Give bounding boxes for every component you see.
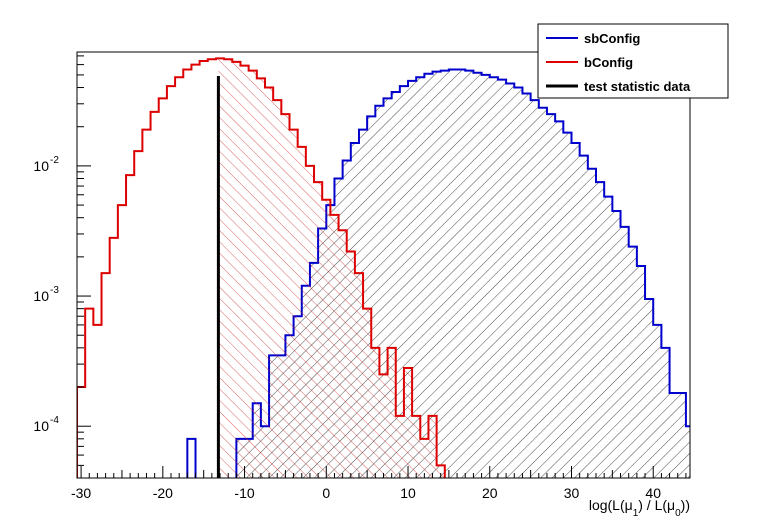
hatch-bin-bconfig-28	[305, 165, 315, 478]
hatch-bin-sbconfig-48	[579, 155, 588, 478]
hatch-bin-sbconfig-38	[497, 79, 507, 478]
legend: sbConfig bConfig test statistic data	[537, 23, 729, 99]
legend-label-sbconfig: sbConfig	[584, 31, 640, 46]
x-tick-label: -20	[153, 485, 173, 501]
hatch-bin-bconfig-27	[297, 146, 306, 478]
hatch-bin-bconfig-38	[387, 347, 396, 478]
x-tick-label: 40	[645, 485, 661, 501]
hatch-bin-bconfig-20	[240, 65, 249, 478]
hatch-bin-sbconfig-26	[399, 86, 409, 478]
legend-label-bconfig: bConfig	[584, 55, 633, 70]
hatch-bin-bconfig-31	[330, 214, 339, 478]
hatch-bin-sbconfig-46	[563, 132, 572, 478]
y-tick-exponent: -2	[50, 155, 59, 166]
hatch-bin-bconfig-23	[264, 87, 274, 478]
y-tick-exponent: -3	[50, 285, 59, 296]
x-tick-label: -30	[71, 485, 91, 501]
legend-label-test-statistic: test statistic data	[584, 79, 691, 94]
hatch-bin-bconfig-34	[354, 273, 364, 478]
hatch-bin-sbconfig-56	[645, 298, 654, 478]
hatch-bin-sbconfig-61	[685, 426, 690, 478]
hatch-bin-sbconfig-24	[383, 98, 392, 478]
hatch-bin-bconfig-22	[256, 78, 265, 478]
y-tick-label: 10	[33, 158, 49, 174]
x-axis-title: log(L(μ1) / L(μ0))	[589, 497, 690, 519]
hatch-bin-sbconfig-59	[669, 392, 678, 478]
hatch-bin-sbconfig-37	[489, 77, 498, 478]
x-tick-label: 0	[322, 485, 330, 501]
x-tick-label: 30	[564, 485, 580, 501]
hatch-bin-sbconfig-49	[587, 168, 597, 478]
hatch-bin-sbconfig-55	[636, 266, 646, 478]
hatch-bin-bconfig-39	[395, 415, 404, 478]
hatch-bin-sbconfig-25	[391, 91, 400, 478]
hatch-bin-sbconfig-34	[465, 70, 474, 478]
hatch-bin-bconfig-18	[224, 59, 233, 478]
x-tick-label: 10	[400, 485, 416, 501]
hatch-bin-bconfig-37	[379, 374, 388, 478]
hatch-bin-sbconfig-39	[506, 83, 515, 478]
hatch-bin-bconfig-19	[232, 61, 241, 478]
hatch-bin-bconfig-26	[289, 129, 298, 478]
hatch-bin-sbconfig-36	[481, 74, 490, 478]
hatch-bin-sbconfig-45	[555, 121, 564, 478]
hatch-bin-sbconfig-53	[620, 226, 629, 478]
series-outline-bconfig	[77, 57, 446, 478]
hatch-bin-sbconfig-33	[457, 69, 466, 478]
hatch-bin-bconfig-25	[281, 114, 290, 478]
hatch-bin-sbconfig-29	[424, 73, 433, 478]
hatch-bin-bconfig-42	[420, 438, 429, 478]
hatch-bin-sbconfig-47	[571, 142, 580, 478]
hatch-bin-sbconfig-42	[530, 100, 539, 478]
hatch-bin-sbconfig-51	[604, 196, 613, 478]
hatch-bin-sbconfig-57	[653, 324, 662, 478]
hatch-bin-sbconfig-54	[628, 246, 637, 478]
hatch-bin-bconfig-35	[363, 308, 372, 478]
hatch-bin-sbconfig-22	[367, 116, 376, 478]
hatch-bin-sbconfig-28	[416, 77, 425, 478]
y-axis: 10-210-310-4	[33, 55, 91, 479]
y-tick-label: 10	[33, 288, 49, 304]
hatch-bin-bconfig-24	[273, 100, 282, 478]
hatch-bin-sbconfig-27	[408, 80, 417, 478]
hatch-bin-bconfig-36	[371, 347, 380, 478]
hatch-bin-sbconfig-23	[375, 105, 384, 478]
hatch-bin-sbconfig-32	[448, 69, 458, 478]
hatch-bin-bconfig-29	[314, 182, 323, 478]
hatch-bin-sbconfig-50	[596, 182, 605, 478]
hatch-bin-bconfig-17	[218, 58, 225, 478]
hatch-bin-sbconfig-43	[538, 107, 547, 478]
hatch-bin-sbconfig-40	[514, 87, 523, 478]
hatch-bin-bconfig-30	[322, 199, 331, 478]
x-tick-label: -10	[234, 485, 254, 501]
hatch-bin-bconfig-32	[338, 230, 347, 478]
hatch-bin-bconfig-33	[346, 251, 355, 478]
hatch-bin-bconfig-44	[436, 465, 445, 478]
hatch-bin-sbconfig-41	[522, 93, 531, 478]
hatch-bin-bconfig-21	[248, 70, 257, 478]
hatch-bin-sbconfig-60	[677, 392, 686, 478]
hatch-fill-bconfig	[218, 58, 445, 478]
hatch-bin-bconfig-43	[428, 415, 437, 478]
hatch-bin-sbconfig-52	[612, 211, 621, 478]
hatch-bin-sbconfig-31	[440, 70, 449, 478]
series-layer	[77, 57, 690, 478]
y-tick-label: 10	[33, 418, 49, 434]
y-tick-exponent: -4	[50, 415, 59, 426]
hatch-bin-sbconfig-35	[473, 72, 482, 478]
x-axis: -30 -20 -10 0 10 20 30 40	[71, 466, 687, 501]
hatch-bin-bconfig-40	[403, 368, 413, 478]
x-tick-label: 20	[482, 485, 498, 501]
hatch-bin-sbconfig-58	[661, 347, 670, 478]
hatch-bin-bconfig-41	[412, 415, 421, 478]
hatch-bin-sbconfig-44	[546, 114, 556, 478]
hatch-bin-sbconfig-30	[432, 71, 441, 478]
